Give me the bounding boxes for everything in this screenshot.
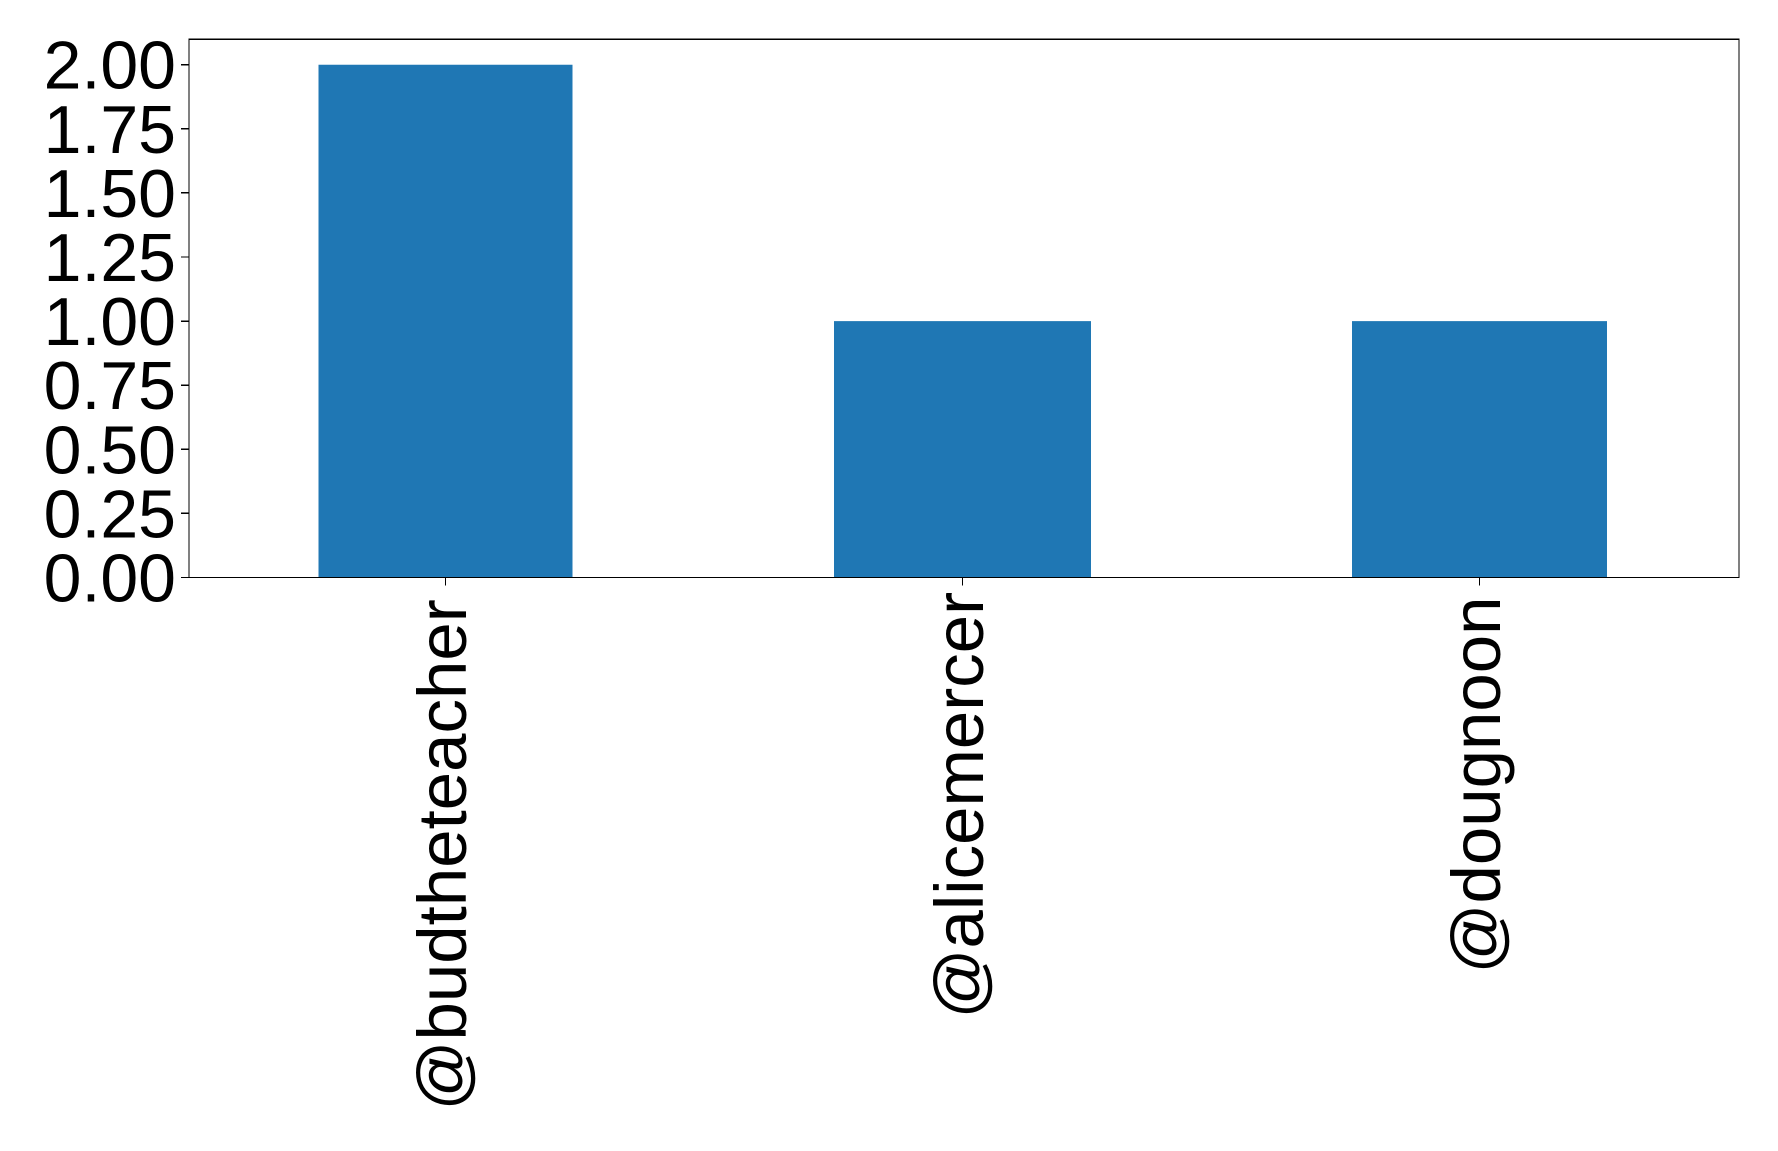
svg-text:0.00: 0.00 <box>44 541 176 617</box>
svg-text:@budtheteacher: @budtheteacher <box>404 599 481 1110</box>
svg-text:@alicemercer: @alicemercer <box>921 592 998 1019</box>
svg-text:@dougnoon: @dougnoon <box>1438 596 1515 973</box>
